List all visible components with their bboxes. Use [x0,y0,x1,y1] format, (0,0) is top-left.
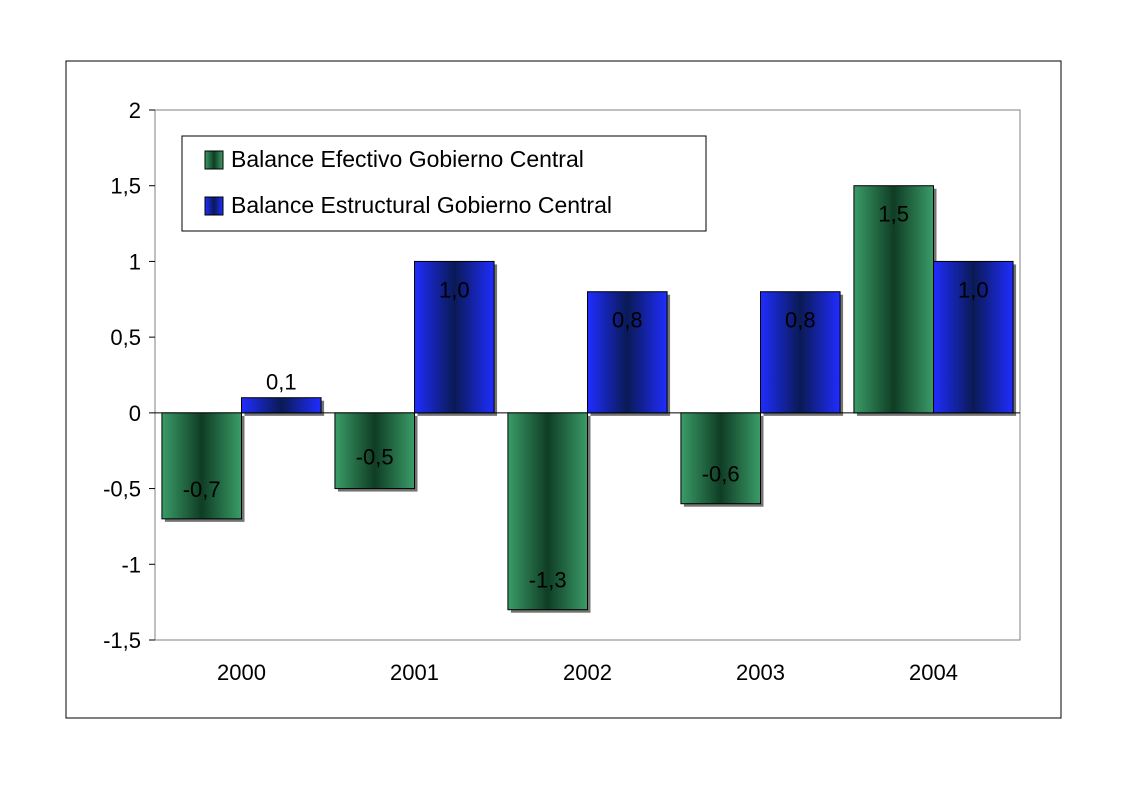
data-label: -1,3 [529,568,567,593]
x-tick-label: 2002 [563,660,612,685]
bar-estructural [241,397,322,414]
bar-efectivo [161,412,242,520]
data-label: 0,8 [612,308,643,333]
bar-efectivo [680,412,761,505]
bar-efectivo [334,412,416,490]
data-label: -0,7 [183,477,221,502]
x-tick-label: 2001 [390,660,439,685]
data-label: 1,0 [439,277,470,302]
y-tick-label: -0,5 [103,477,141,502]
data-labels: -0,7 -0,5 -1,3 -0,6 1,5 0,1 1,0 0,8 0,8 1,0 [183,202,989,593]
x-tick-label: 2003 [736,660,785,685]
legend-swatch-estructural [204,196,224,216]
legend-label-estructural: Balance Estructural Gobierno Central [231,192,612,218]
x-tick-label: 2004 [909,660,958,685]
y-tick-label: -1 [121,552,141,577]
data-label: 0,8 [785,308,816,333]
bar-efectivo [507,412,589,611]
bars [161,185,1017,613]
bar-estructural [933,260,1014,414]
y-tick-label: 2 [129,98,141,123]
bar-efectivo [853,185,934,414]
legend-label-efectivo: Balance Efectivo Gobierno Central [231,146,584,172]
data-label: -0,6 [702,462,740,487]
y-axis: 2 1,5 1 0,5 0 -0,5 -1 -1,5 [103,98,1020,653]
legend-swatch-efectivo [204,150,224,170]
x-axis: 2000 2001 2002 2003 2004 [217,660,958,685]
bar-estructural [414,260,495,414]
y-tick-label: 0,5 [110,325,141,350]
legend-box [181,135,707,232]
data-label: -0,5 [356,445,394,470]
y-tick-label: 1,5 [110,174,141,199]
x-tick-label: 2000 [217,660,266,685]
bar-estructural [760,291,841,414]
legend: Balance Efectivo Gobierno Central Balanc… [181,135,707,232]
data-label: 1,5 [878,202,909,227]
y-tick-label: -1,5 [103,628,141,653]
data-label: 1,0 [958,277,989,302]
data-label: 0,1 [266,370,297,395]
y-tick-label: 1 [129,249,141,274]
bar-estructural [587,291,668,414]
y-tick-label: 0 [129,401,141,426]
